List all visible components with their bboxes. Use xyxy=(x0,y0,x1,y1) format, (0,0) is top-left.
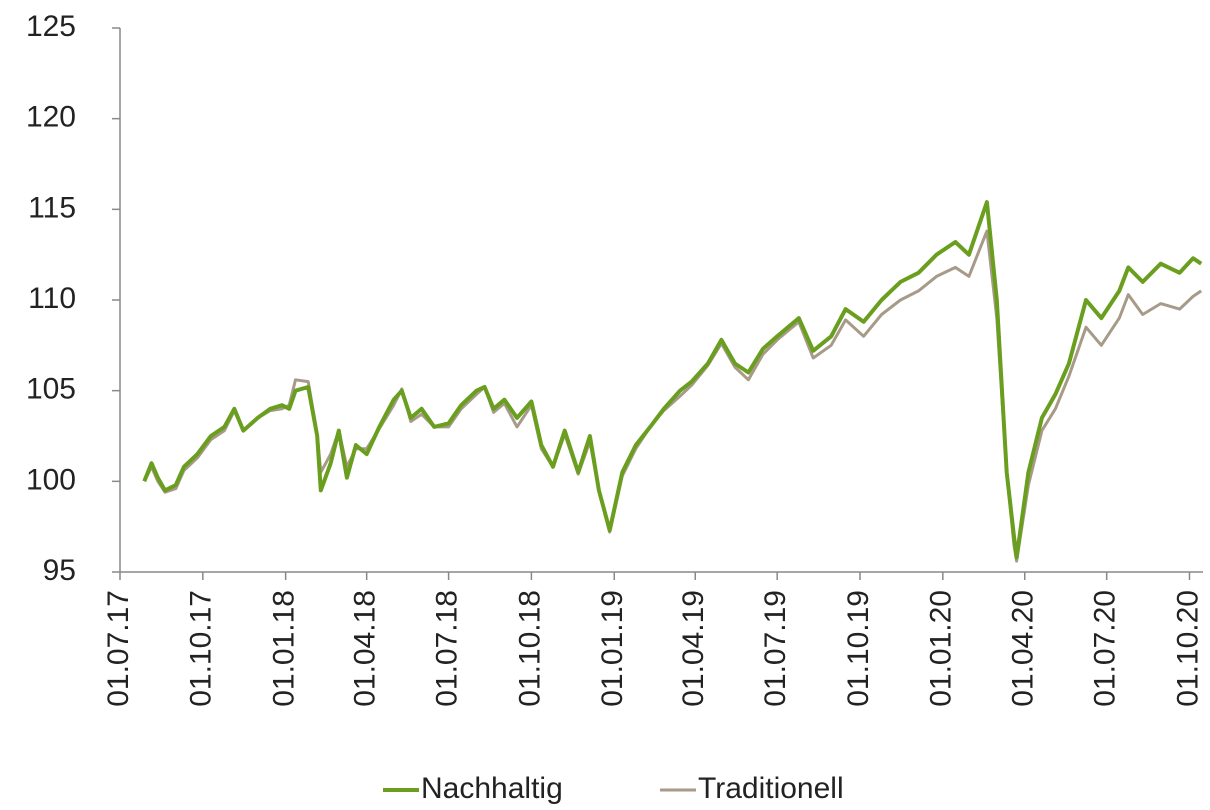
series-line xyxy=(142,200,1203,560)
x-tick-label: 01.01.20 xyxy=(925,590,958,707)
x-tick-label: 01.10.18 xyxy=(513,590,546,707)
y-tick-label: 100 xyxy=(26,463,76,496)
x-tick-label: 01.10.19 xyxy=(842,590,875,707)
x-tick-label: 01.01.19 xyxy=(596,590,629,707)
legend-label: Traditionell xyxy=(698,772,844,805)
y-tick-label: 125 xyxy=(26,10,76,43)
y-tick-label: 95 xyxy=(43,554,76,587)
x-tick-label: 01.07.17 xyxy=(102,590,135,707)
x-tick-label: 01.04.19 xyxy=(677,590,710,707)
x-tick-label: 01.10.20 xyxy=(1171,590,1204,707)
y-tick-label: 105 xyxy=(26,373,76,406)
x-tick-label: 01.04.18 xyxy=(349,590,382,707)
x-tick-label: 01.07.20 xyxy=(1089,590,1122,707)
x-tick-label: 01.07.19 xyxy=(759,590,792,707)
y-tick-label: 115 xyxy=(28,191,76,224)
x-tick-label: 01.07.18 xyxy=(431,590,464,707)
x-tick-label: 01.04.20 xyxy=(1007,590,1040,707)
y-tick-label: 120 xyxy=(26,101,76,134)
legend-label: Nachhaltig xyxy=(421,772,563,805)
x-tick-label: 01.10.17 xyxy=(185,590,218,707)
y-tick-label: 110 xyxy=(28,282,76,315)
x-tick-label: 01.01.18 xyxy=(268,590,301,707)
